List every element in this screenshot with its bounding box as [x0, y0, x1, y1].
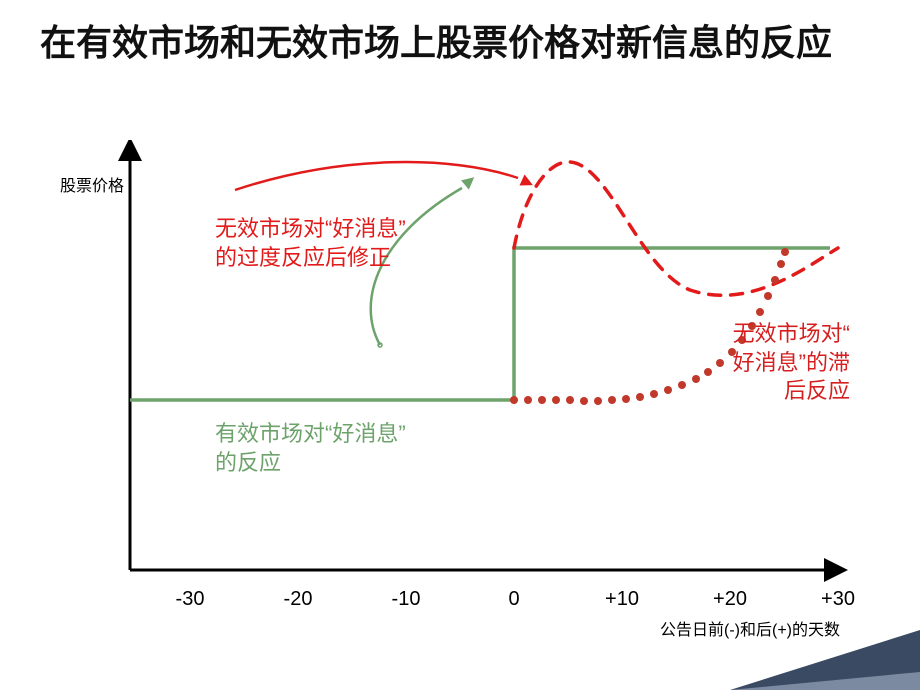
text-line: 的反应 [215, 450, 281, 475]
y-axis-label: 股票价格 [60, 172, 124, 196]
efficient-label: 有效市场对“好消息” 的反应 [215, 420, 406, 477]
chart-container: 股票价格 无效市场对“好消息” 的过度反应后修正 有效市场对“好消息” 的反应 … [50, 140, 870, 660]
text-line: 有效市场对“好消息” [215, 421, 406, 446]
x-tick-label: 0 [508, 588, 519, 611]
chart-title: 在有效市场和无效市场上股票价格对新信息的反应 [40, 20, 880, 67]
slide-accent-decoration [730, 630, 920, 690]
text-line: 好消息”的滞 [733, 350, 850, 375]
text-line: 后反应 [784, 378, 850, 403]
text-line: 的过度反应后修正 [215, 245, 391, 270]
x-tick-label: +30 [821, 588, 855, 611]
text-line: 无效市场对“好消息” [215, 216, 406, 241]
x-tick-label: -30 [176, 588, 205, 611]
x-tick-label: -20 [284, 588, 313, 611]
delayed-label: 无效市场对“ 好消息”的滞 后反应 [620, 320, 850, 406]
overreaction-label: 无效市场对“好消息” 的过度反应后修正 [215, 215, 406, 272]
x-tick-label: +20 [713, 588, 747, 611]
text-line: 无效市场对“ [733, 321, 850, 346]
x-tick-label: -10 [392, 588, 421, 611]
x-tick-label: +10 [605, 588, 639, 611]
